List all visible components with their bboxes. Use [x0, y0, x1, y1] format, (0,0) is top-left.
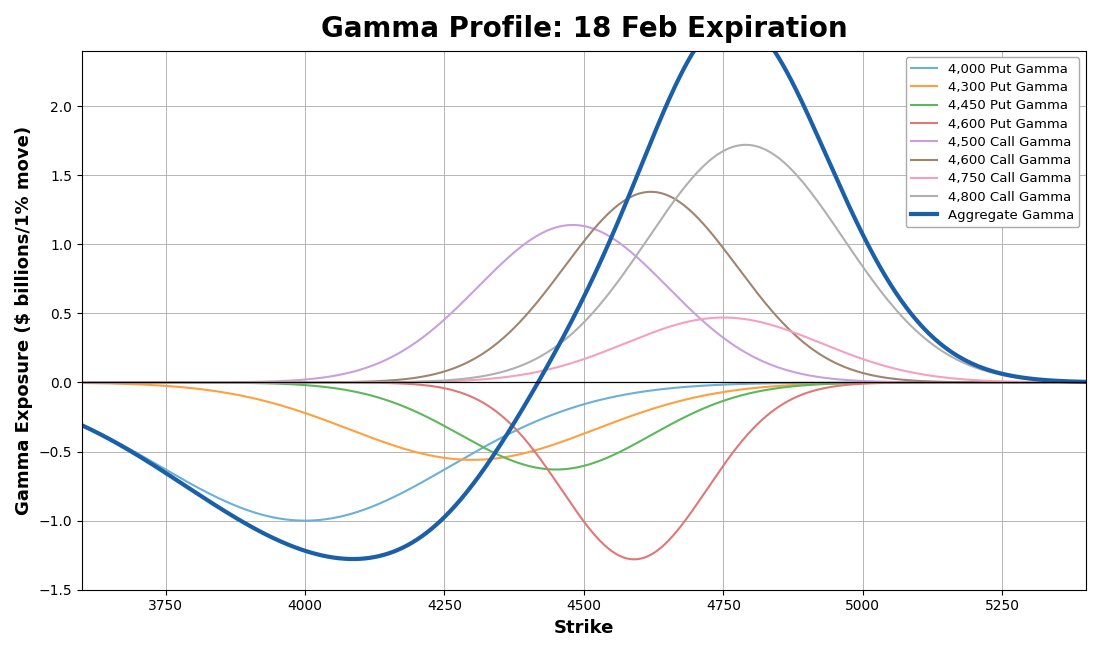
4,800 Call Gamma — [1060, 378, 1073, 385]
4,800 Call Gamma — [504, 366, 517, 374]
4,500 Call Gamma — [952, 379, 966, 387]
Aggregate Gamma — [504, 424, 517, 432]
4,450 Put Gamma — [504, 456, 517, 464]
4,800 Call Gamma — [250, 379, 263, 387]
Line: 4,500 Call Gamma: 4,500 Call Gamma — [81, 225, 1086, 383]
4,800 Call Gamma — [189, 379, 203, 387]
4,000 Put Gamma — [75, 421, 88, 429]
4,500 Call Gamma — [460, 294, 473, 302]
4,600 Call Gamma — [644, 188, 657, 196]
4,600 Put Gamma — [952, 379, 966, 387]
4,750 Call Gamma — [952, 375, 966, 383]
Title: Gamma Profile: 18 Feb Expiration: Gamma Profile: 18 Feb Expiration — [320, 15, 848, 43]
4,600 Call Gamma — [250, 379, 263, 387]
4,750 Call Gamma — [189, 379, 203, 387]
4,450 Put Gamma — [1079, 379, 1092, 387]
4,450 Put Gamma — [189, 379, 203, 387]
4,750 Call Gamma — [717, 314, 730, 321]
Line: 4,450 Put Gamma: 4,450 Put Gamma — [81, 383, 1086, 469]
4,800 Call Gamma — [75, 379, 88, 387]
Line: Aggregate Gamma: Aggregate Gamma — [81, 18, 1086, 559]
4,600 Call Gamma — [189, 379, 203, 387]
4,600 Call Gamma — [75, 379, 88, 387]
Line: 4,600 Call Gamma: 4,600 Call Gamma — [81, 192, 1086, 383]
4,300 Put Gamma — [189, 385, 203, 393]
Legend: 4,000 Put Gamma, 4,300 Put Gamma, 4,450 Put Gamma, 4,600 Put Gamma, 4,500 Call G: 4,000 Put Gamma, 4,300 Put Gamma, 4,450 … — [906, 57, 1079, 228]
Y-axis label: Gamma Exposure ($ billions/1% move): Gamma Exposure ($ billions/1% move) — [15, 126, 33, 515]
4,600 Put Gamma — [189, 379, 203, 387]
4,600 Put Gamma — [504, 420, 517, 428]
4,750 Call Gamma — [504, 372, 517, 380]
4,300 Put Gamma — [75, 379, 88, 387]
Aggregate Gamma — [250, 526, 263, 533]
Aggregate Gamma — [189, 489, 203, 497]
Line: 4,300 Put Gamma: 4,300 Put Gamma — [81, 383, 1086, 460]
Aggregate Gamma — [727, 14, 740, 22]
4,000 Put Gamma — [460, 452, 473, 460]
4,600 Put Gamma — [75, 379, 88, 387]
4,600 Put Gamma — [250, 379, 263, 387]
4,750 Call Gamma — [75, 379, 88, 387]
Aggregate Gamma — [952, 353, 966, 361]
4,450 Put Gamma — [250, 379, 263, 387]
4,300 Put Gamma — [1060, 379, 1073, 387]
4,450 Put Gamma — [75, 379, 88, 387]
4,000 Put Gamma — [298, 517, 312, 525]
4,600 Call Gamma — [1060, 379, 1073, 387]
Line: 4,750 Call Gamma: 4,750 Call Gamma — [81, 318, 1086, 383]
4,750 Call Gamma — [250, 379, 263, 387]
Aggregate Gamma — [1079, 378, 1092, 386]
4,300 Put Gamma — [460, 456, 473, 464]
4,600 Call Gamma — [460, 359, 473, 366]
4,500 Call Gamma — [1079, 379, 1092, 387]
4,800 Call Gamma — [460, 374, 473, 382]
4,300 Put Gamma — [1079, 379, 1092, 387]
4,600 Put Gamma — [460, 391, 473, 399]
Line: 4,600 Put Gamma: 4,600 Put Gamma — [81, 383, 1086, 559]
4,000 Put Gamma — [1060, 379, 1073, 387]
Aggregate Gamma — [460, 488, 473, 496]
4,600 Call Gamma — [952, 378, 966, 386]
4,500 Call Gamma — [504, 252, 517, 259]
4,750 Call Gamma — [460, 376, 473, 384]
4,600 Put Gamma — [1079, 379, 1092, 387]
Line: 4,000 Put Gamma: 4,000 Put Gamma — [81, 383, 1086, 521]
4,600 Put Gamma — [1060, 379, 1073, 387]
4,600 Call Gamma — [504, 327, 517, 335]
Line: 4,800 Call Gamma: 4,800 Call Gamma — [81, 145, 1086, 383]
Aggregate Gamma — [75, 421, 88, 429]
4,000 Put Gamma — [504, 429, 517, 437]
4,800 Call Gamma — [1079, 378, 1092, 386]
4,450 Put Gamma — [952, 379, 966, 387]
4,300 Put Gamma — [250, 395, 263, 403]
Aggregate Gamma — [1060, 378, 1073, 385]
4,800 Call Gamma — [739, 141, 752, 149]
4,450 Put Gamma — [549, 466, 563, 473]
4,000 Put Gamma — [189, 483, 203, 491]
4,000 Put Gamma — [952, 379, 966, 387]
4,500 Call Gamma — [75, 379, 88, 387]
4,500 Call Gamma — [566, 221, 579, 229]
4,750 Call Gamma — [1060, 378, 1073, 386]
4,000 Put Gamma — [250, 509, 263, 517]
4,300 Put Gamma — [952, 379, 966, 387]
4,500 Call Gamma — [1060, 379, 1073, 387]
X-axis label: Strike: Strike — [554, 619, 614, 637]
4,450 Put Gamma — [1060, 379, 1073, 387]
4,450 Put Gamma — [460, 434, 473, 442]
4,600 Put Gamma — [628, 556, 641, 563]
4,300 Put Gamma — [466, 456, 479, 464]
4,800 Call Gamma — [952, 357, 966, 364]
4,750 Call Gamma — [1079, 379, 1092, 387]
4,500 Call Gamma — [189, 379, 203, 387]
4,600 Call Gamma — [1079, 379, 1092, 387]
Aggregate Gamma — [347, 555, 360, 563]
4,000 Put Gamma — [1079, 379, 1092, 387]
4,500 Call Gamma — [250, 378, 263, 386]
4,300 Put Gamma — [504, 452, 517, 460]
